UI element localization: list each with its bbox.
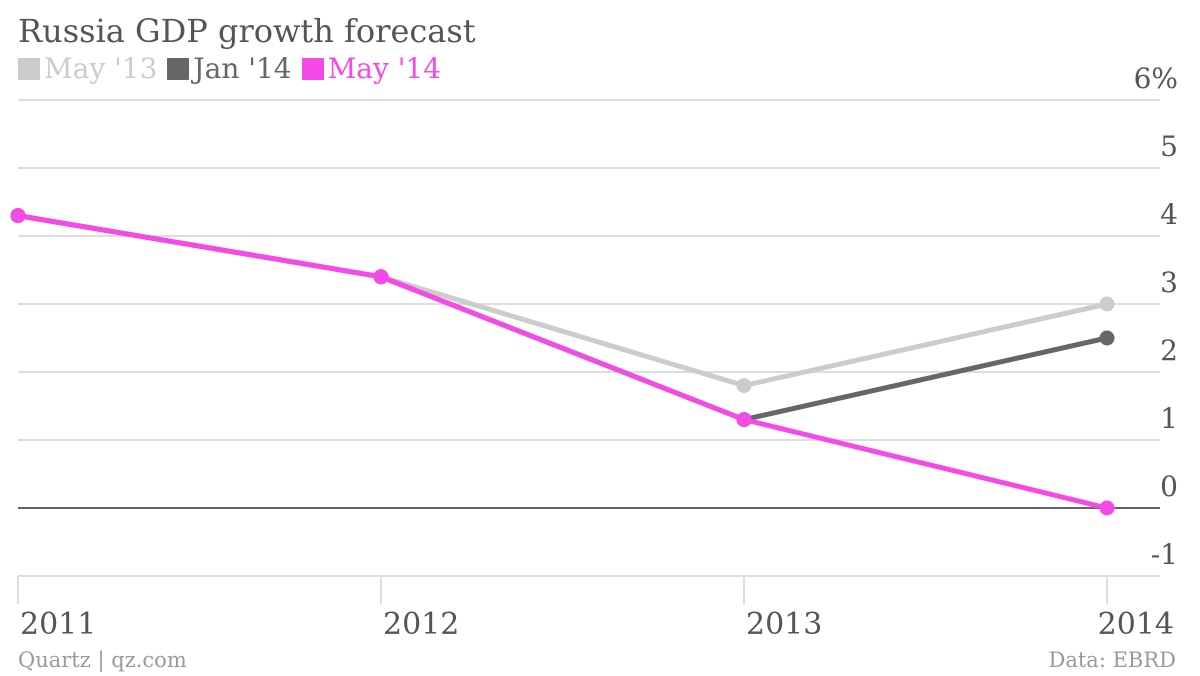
data-point-may-13 bbox=[1099, 296, 1115, 312]
legend-label-may-13: May '13 bbox=[44, 52, 158, 85]
legend: May '13 Jan '14 May '14 bbox=[18, 52, 451, 85]
legend-swatch-jan-14 bbox=[167, 57, 190, 80]
legend-swatch-may-14 bbox=[301, 57, 324, 80]
x-tick-label: 2011 bbox=[20, 607, 96, 642]
chart-title: Russia GDP growth forecast bbox=[18, 12, 476, 50]
y-tick-label: 4 bbox=[1160, 198, 1178, 231]
data-point-may-14 bbox=[10, 208, 26, 224]
y-tick-label: 2 bbox=[1160, 334, 1178, 367]
series-line-may-14 bbox=[15, 213, 1110, 511]
y-tick-label: 1 bbox=[1160, 402, 1178, 435]
legend-label-jan-14: Jan '14 bbox=[193, 52, 292, 85]
data-point-may-13 bbox=[736, 378, 752, 394]
x-tick-label: 2012 bbox=[383, 607, 459, 642]
series-line-jan-14 bbox=[15, 213, 1110, 423]
data-point-may-14 bbox=[1099, 500, 1115, 516]
data-point-may-14 bbox=[373, 269, 389, 285]
x-tick-label: 2013 bbox=[746, 607, 822, 642]
y-tick-labels: 6% 5 4 3 2 1 0 -1 bbox=[1134, 62, 1178, 571]
legend-item-may-14: May '14 bbox=[301, 52, 442, 85]
data-point-may-14 bbox=[736, 412, 752, 428]
y-tick-label: 5 bbox=[1160, 130, 1178, 163]
y-tick-label: -1 bbox=[1151, 538, 1178, 571]
x-tick-label: 2014 bbox=[1098, 607, 1174, 642]
source-credit: Quartz | qz.com bbox=[18, 648, 187, 672]
data-source: Data: EBRD bbox=[1048, 648, 1176, 672]
legend-swatch-may-13 bbox=[18, 57, 40, 80]
y-tick-label: 6% bbox=[1134, 62, 1178, 95]
series-layer bbox=[10, 208, 1115, 516]
y-tick-label: 0 bbox=[1160, 470, 1178, 503]
y-tick-label: 3 bbox=[1160, 266, 1178, 299]
legend-item-may-13: May '13 bbox=[18, 52, 157, 85]
legend-item-jan-14: Jan '14 bbox=[167, 52, 292, 85]
x-ticks bbox=[17, 576, 1108, 604]
legend-label-may-14: May '14 bbox=[327, 52, 442, 85]
grid-layer bbox=[18, 99, 1160, 577]
x-tick-labels: 2011 2012 2013 2014 bbox=[20, 607, 1174, 642]
data-point-jan-14 bbox=[1099, 330, 1115, 346]
